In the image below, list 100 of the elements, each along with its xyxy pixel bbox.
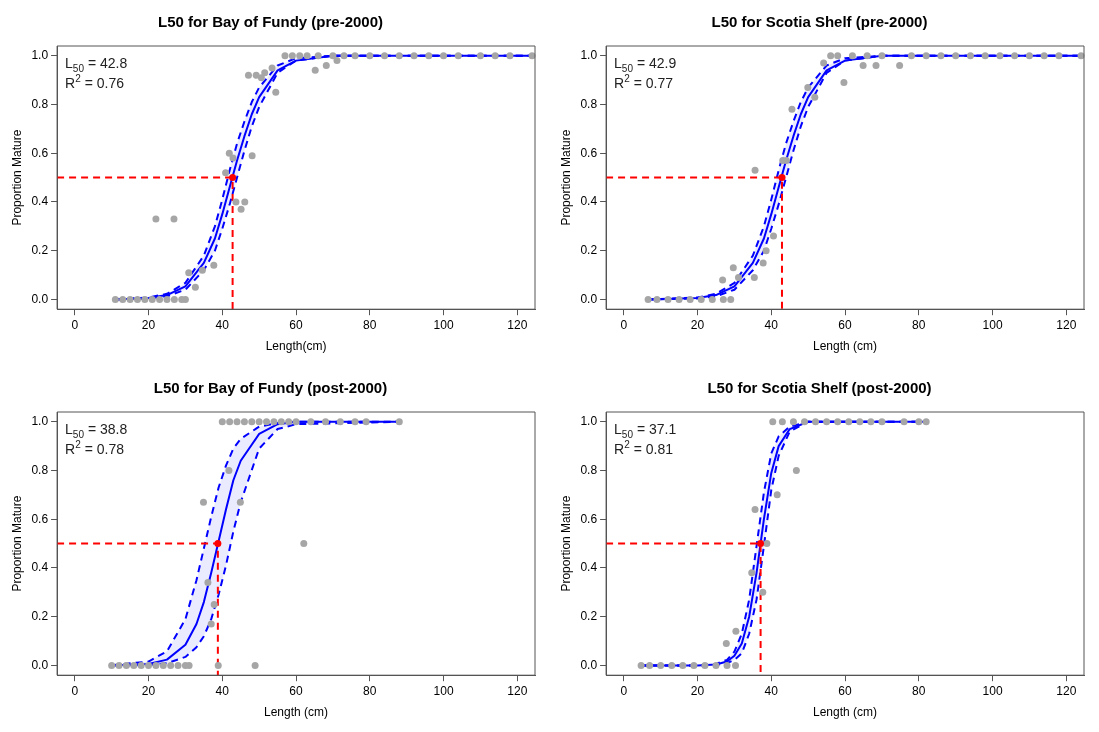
point bbox=[137, 661, 145, 669]
x-tick-label: 120 bbox=[507, 317, 528, 332]
point bbox=[351, 418, 359, 426]
point bbox=[251, 661, 259, 669]
point bbox=[734, 274, 742, 282]
point bbox=[248, 418, 256, 426]
point bbox=[751, 505, 759, 513]
point bbox=[159, 661, 167, 669]
y-tick-label: 0.8 bbox=[31, 96, 49, 111]
point bbox=[878, 418, 886, 426]
point bbox=[848, 52, 856, 60]
point bbox=[675, 295, 683, 303]
point bbox=[167, 661, 175, 669]
point bbox=[322, 418, 330, 426]
chart-title: L50 for Bay of Fundy (pre-2000) bbox=[157, 13, 384, 31]
point bbox=[981, 52, 989, 60]
point bbox=[425, 52, 433, 60]
point bbox=[232, 198, 240, 206]
point bbox=[491, 52, 499, 60]
x-tick-label: 100 bbox=[982, 317, 1003, 332]
point bbox=[996, 52, 1004, 60]
point bbox=[770, 232, 777, 240]
x-tick-label: 120 bbox=[1056, 683, 1077, 698]
y-tick-label: 0.8 bbox=[580, 96, 598, 111]
point bbox=[296, 52, 304, 60]
point bbox=[1011, 52, 1019, 60]
point bbox=[922, 418, 930, 426]
point bbox=[329, 52, 337, 60]
x-axis-title: Length (cm) bbox=[264, 705, 329, 720]
y-tick-label: 1.0 bbox=[31, 414, 49, 429]
point bbox=[185, 269, 193, 277]
point bbox=[229, 154, 237, 162]
x-tick-label: 80 bbox=[912, 683, 926, 698]
point bbox=[241, 198, 249, 206]
point bbox=[668, 661, 676, 669]
point bbox=[410, 52, 418, 60]
point bbox=[366, 52, 374, 60]
point bbox=[757, 540, 765, 548]
point bbox=[236, 498, 244, 506]
point bbox=[156, 295, 164, 303]
point bbox=[314, 52, 322, 60]
point bbox=[792, 466, 800, 474]
point bbox=[719, 276, 727, 284]
point bbox=[1040, 52, 1048, 60]
point bbox=[119, 295, 127, 303]
x-tick-label: 60 bbox=[838, 317, 853, 332]
point bbox=[163, 295, 171, 303]
point bbox=[750, 274, 758, 282]
point bbox=[225, 149, 233, 157]
x-tick-label: 100 bbox=[433, 317, 454, 332]
point bbox=[778, 418, 786, 426]
point bbox=[759, 259, 767, 267]
point bbox=[679, 661, 687, 669]
y-tick-label: 0.0 bbox=[580, 657, 598, 672]
point bbox=[729, 264, 737, 272]
point bbox=[732, 627, 740, 635]
point bbox=[827, 52, 835, 60]
x-tick-label: 0 bbox=[71, 683, 79, 698]
point bbox=[440, 52, 448, 60]
point bbox=[1025, 52, 1033, 60]
x-tick-label: 40 bbox=[764, 683, 779, 698]
y-tick-label: 1.0 bbox=[31, 48, 49, 63]
point bbox=[174, 661, 182, 669]
point bbox=[257, 74, 265, 82]
point bbox=[381, 52, 389, 60]
point bbox=[226, 418, 234, 426]
point bbox=[207, 620, 215, 628]
point bbox=[261, 69, 269, 77]
point bbox=[281, 52, 289, 60]
point bbox=[272, 88, 280, 96]
point bbox=[867, 418, 875, 426]
y-tick-label: 1.0 bbox=[580, 48, 598, 63]
point bbox=[333, 57, 341, 65]
point bbox=[653, 295, 661, 303]
point bbox=[292, 418, 300, 426]
point bbox=[277, 418, 285, 426]
point bbox=[152, 661, 160, 669]
y-tick-label: 0.0 bbox=[31, 657, 49, 672]
point bbox=[722, 640, 730, 648]
x-tick-label: 0 bbox=[620, 317, 628, 332]
point bbox=[859, 62, 867, 69]
y-tick-label: 0.6 bbox=[580, 511, 598, 526]
chart-title: L50 for Scotia Shelf (post-2000) bbox=[707, 379, 932, 397]
point bbox=[210, 601, 218, 609]
point bbox=[395, 418, 403, 426]
x-tick-label: 120 bbox=[507, 683, 528, 698]
point bbox=[255, 418, 263, 426]
point bbox=[748, 569, 756, 577]
y-tick-label: 0.2 bbox=[580, 609, 598, 624]
x-tick-label: 120 bbox=[1056, 317, 1077, 332]
x-axis-title: Length(cm) bbox=[265, 339, 327, 354]
point bbox=[823, 418, 831, 426]
point bbox=[834, 418, 842, 426]
point bbox=[233, 418, 241, 426]
x-tick-label: 20 bbox=[141, 317, 156, 332]
x-tick-label: 60 bbox=[838, 683, 853, 698]
point bbox=[322, 62, 330, 69]
point bbox=[210, 261, 218, 269]
point bbox=[646, 661, 654, 669]
point bbox=[922, 52, 930, 60]
